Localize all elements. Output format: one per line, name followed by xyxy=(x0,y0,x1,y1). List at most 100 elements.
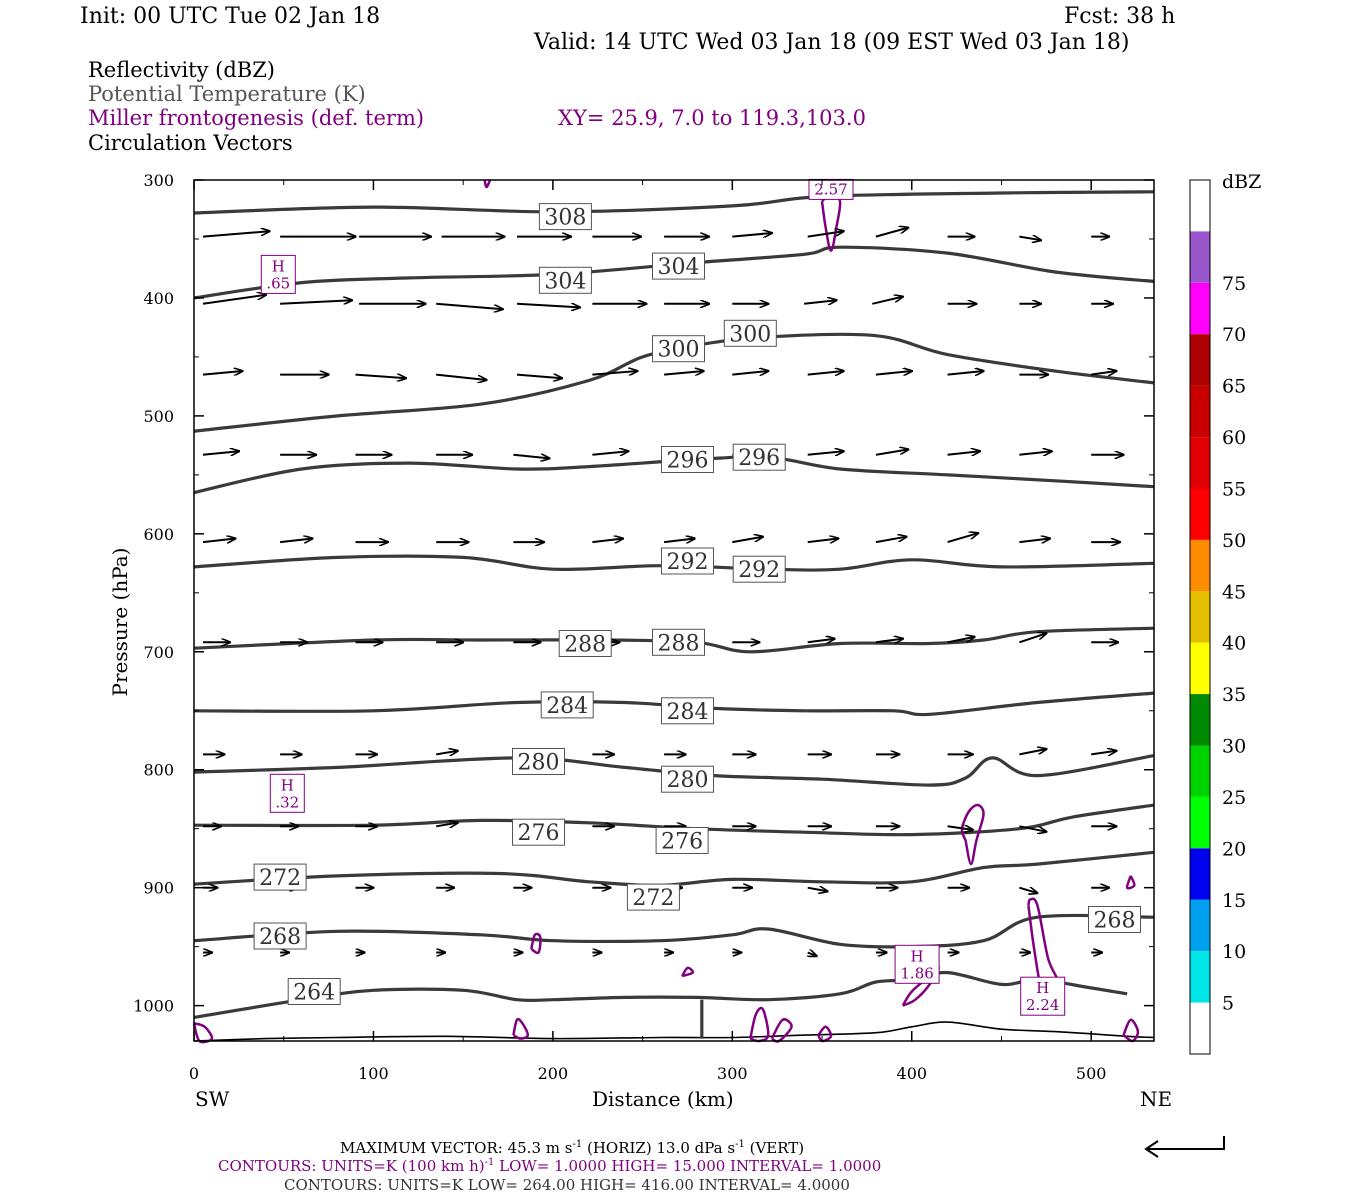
circulation-vector xyxy=(875,639,903,643)
theta-label-box xyxy=(661,446,714,473)
x-axis-right-end: NE xyxy=(1140,1087,1173,1111)
theta-label: 284 xyxy=(546,694,588,719)
colorbar-segment xyxy=(1190,282,1210,335)
circulation-vector xyxy=(875,228,908,238)
field-potential-temperature: Potential Temperature (K) xyxy=(88,82,366,106)
theta-label: 300 xyxy=(658,338,700,363)
x-tick-label: 400 xyxy=(897,1064,928,1083)
frontogenesis-max-value: .65 xyxy=(266,274,290,292)
colorbar-segment xyxy=(1190,591,1210,643)
colorbar-tick-label: 55 xyxy=(1222,479,1246,501)
frontogenesis-max-value: 1.86 xyxy=(900,964,933,982)
theta-label-box xyxy=(652,335,705,363)
colorbar-tick-label: 60 xyxy=(1222,427,1246,449)
theta-label: 280 xyxy=(518,751,560,776)
frontogenesis-contour xyxy=(681,966,695,978)
theta-label: 264 xyxy=(293,981,335,1006)
x-axis-left-end: SW xyxy=(195,1087,230,1111)
contours-fronto-suffix: LOW= 1.0000 HIGH= 15.000 INTERVAL= 1.000… xyxy=(494,1157,882,1175)
circulation-vector xyxy=(807,888,828,892)
theta-label-box xyxy=(661,697,714,725)
circulation-vector xyxy=(592,539,623,543)
circulation-vector xyxy=(807,639,835,643)
frontogenesis-contour xyxy=(770,1018,793,1043)
circulation-vector xyxy=(807,451,844,455)
theta-contour-280 xyxy=(193,754,1155,787)
frontogenesis-max-box xyxy=(269,773,305,813)
frontogenesis-max-value: 2.24 xyxy=(1026,996,1059,1014)
theta-label: 272 xyxy=(632,886,674,911)
theta-contour-304 xyxy=(193,245,1155,300)
theta-label: 280 xyxy=(667,768,709,793)
y-tick-label: 400 xyxy=(143,289,174,308)
theta-contour-288 xyxy=(193,626,1155,654)
theta-contour-268 xyxy=(193,913,1155,949)
circulation-vector xyxy=(280,300,352,305)
theta-label: 292 xyxy=(667,550,709,575)
circulation-vector xyxy=(202,371,243,375)
field-reflectivity: Reflectivity (dBZ) xyxy=(88,58,276,82)
colorbar-segment xyxy=(1190,1002,1210,1054)
colorbar-unit: dBZ xyxy=(1222,171,1261,193)
theta-label: 284 xyxy=(667,700,709,725)
colorbar-tick-label: 65 xyxy=(1222,376,1246,398)
colorbar: 5 10 15 20 25 30 35 40 45 50 55 60 65 70 75 dBZ xyxy=(1189,171,1261,1055)
circulation-vector xyxy=(1019,633,1046,644)
circulation-vector xyxy=(436,373,486,380)
circulation-vector xyxy=(1019,237,1041,241)
frontogenesis-contour xyxy=(483,179,492,189)
circulation-vector xyxy=(1019,825,1046,831)
theta-label-box xyxy=(661,547,714,575)
circulation-vector xyxy=(732,371,768,375)
colorbar-segment xyxy=(1190,334,1210,386)
circulation-vector xyxy=(516,375,562,379)
circulation-vector xyxy=(1019,539,1050,543)
frontogenesis-max-box xyxy=(1020,976,1066,1016)
theta-contour-276 xyxy=(193,803,1155,837)
theta-label-box xyxy=(253,922,307,950)
contours-fronto-line: CONTOURS: UNITS=K (100 km h)-1 LOW= 1.00… xyxy=(218,1157,881,1175)
x-tick-label: 500 xyxy=(1076,1064,1107,1083)
contour-labels: 308 304 304 300 300 296 296 292 292 288 288 284 284 2… xyxy=(253,203,1141,1006)
frontogenesis-contour xyxy=(530,932,542,955)
colorbar-tick-label: 5 xyxy=(1222,993,1234,1015)
theta-label-box xyxy=(512,818,565,846)
theta-contour-308 xyxy=(193,190,1155,215)
colorbar-tick-label: 75 xyxy=(1222,273,1246,295)
x-axis-label: Distance (km) xyxy=(592,1087,734,1111)
frontogenesis-contour xyxy=(192,1022,214,1044)
theta-label: 272 xyxy=(259,866,301,891)
circulation-vector xyxy=(513,455,549,459)
theta-label: 300 xyxy=(729,322,771,347)
theta-label-box xyxy=(655,827,709,854)
frontogenesis-max-value: 2.57 xyxy=(814,180,847,198)
theta-label-box xyxy=(512,748,565,775)
frontogenesis-max-box xyxy=(260,254,296,294)
theta-label: 288 xyxy=(658,631,700,656)
frontogenesis-max-marker: H xyxy=(911,947,924,965)
x-tick-label: 200 xyxy=(538,1064,569,1083)
circulation-vector xyxy=(436,823,458,827)
theta-label-box xyxy=(652,252,705,280)
circulation-vector xyxy=(202,231,270,238)
frontogenesis-contour xyxy=(1122,1018,1140,1043)
colorbar-segment xyxy=(1190,180,1210,232)
max-vector-line: MAXIMUM VECTOR: 45.3 m s-1 (HORIZ) 13.0 … xyxy=(340,1139,804,1157)
terrain-line xyxy=(193,1021,1155,1042)
cross-section-endpoints: XY= 25.9, 7.0 to 119.3,103.0 xyxy=(558,106,866,130)
y-tick-label: 600 xyxy=(143,525,174,544)
circulation-vector xyxy=(875,371,912,375)
axes: 300 400 500 600 700 800 900 1000 0 100 200 300 400 50… xyxy=(133,171,1154,1083)
theta-label-box xyxy=(558,630,612,657)
forecast-hour: Fcst: 38 h xyxy=(1064,4,1176,29)
circulation-vector xyxy=(436,751,458,755)
theta-label: 296 xyxy=(667,449,709,474)
colorbar-tick-label: 45 xyxy=(1222,581,1246,603)
frontogenesis-contour xyxy=(960,803,985,866)
circulation-vector xyxy=(808,953,817,957)
circulation-vector xyxy=(872,297,903,305)
colorbar-segment xyxy=(1190,437,1210,489)
colorbar-frame xyxy=(1189,179,1211,1055)
plot-frame xyxy=(193,179,1155,1042)
